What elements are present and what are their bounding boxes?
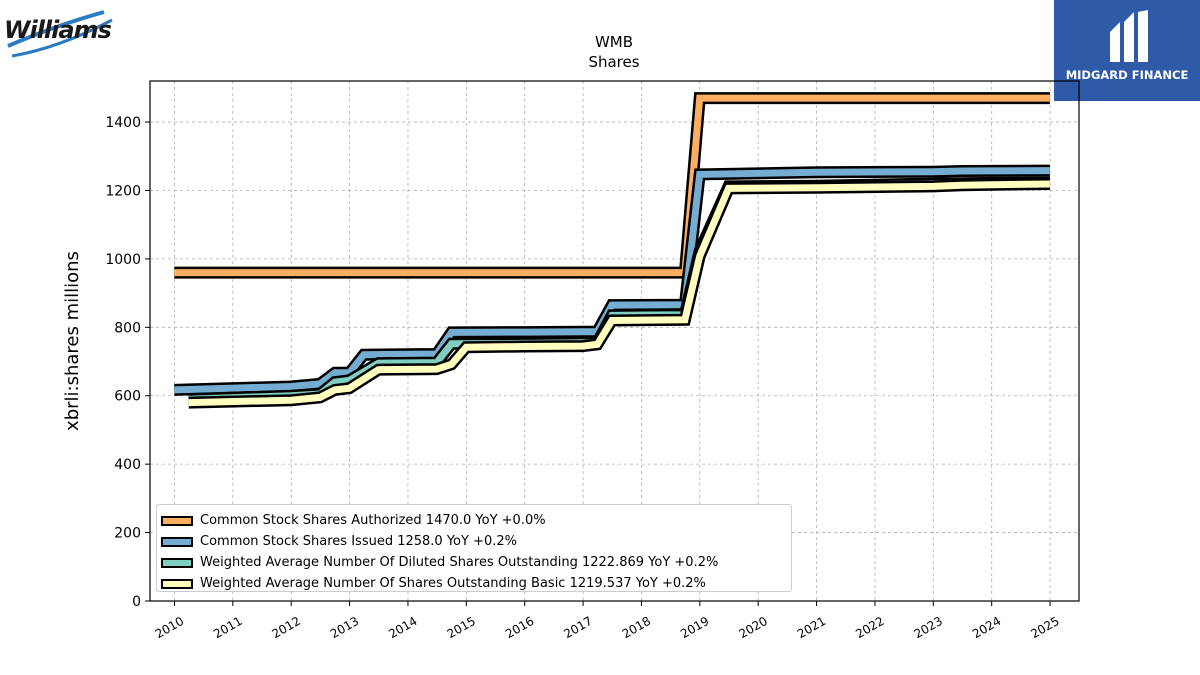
x-tick-label: 2014 xyxy=(386,614,419,641)
logo-swoosh-icon xyxy=(7,10,113,58)
x-tick-label: 2023 xyxy=(912,614,945,641)
williams-logo: Williams xyxy=(4,6,119,64)
y-tick-label: 400 xyxy=(114,457,141,473)
y-tick-label: 800 xyxy=(114,320,141,336)
series-line xyxy=(174,167,1050,394)
chart-subtitle: Shares xyxy=(588,53,640,71)
legend-label: Common Stock Shares Authorized 1470.0 Yo… xyxy=(200,513,546,528)
series-line xyxy=(188,179,1050,403)
legend-item: Common Stock Shares Authorized 1470.0 Yo… xyxy=(157,510,791,531)
x-tick-label: 2021 xyxy=(795,614,828,641)
x-tick-label: 2016 xyxy=(503,614,536,641)
legend-swatch xyxy=(161,515,193,526)
y-tick-label: 600 xyxy=(114,389,141,405)
chart-legend: Common Stock Shares Authorized 1470.0 Yo… xyxy=(156,504,792,592)
x-tick-label: 2022 xyxy=(853,614,886,641)
series-outline xyxy=(174,164,1050,396)
legend-label: Weighted Average Number Of Diluted Share… xyxy=(200,555,719,570)
series-lines xyxy=(174,92,1050,409)
series-line xyxy=(174,94,1050,277)
logo-text: Williams xyxy=(4,16,112,44)
midgard-finance-badge: MIDGARD FINANCE xyxy=(1054,0,1200,101)
x-tick-label: 2011 xyxy=(211,614,244,641)
x-tick-label: 2025 xyxy=(1028,614,1061,641)
x-tick-label: 2019 xyxy=(678,614,711,641)
legend-swatch xyxy=(161,578,193,589)
y-tick-label: 1200 xyxy=(105,183,141,199)
y-tick-label: 200 xyxy=(114,526,141,542)
y-tick-label: 0 xyxy=(132,594,141,610)
chart-title: WMB xyxy=(594,33,634,51)
legend-item: Common Stock Shares Issued 1258.0 YoY +0… xyxy=(157,531,791,552)
x-tick-label: 2018 xyxy=(620,614,653,641)
series-outline xyxy=(188,176,1050,406)
legend-label: Weighted Average Number Of Shares Outsta… xyxy=(200,576,706,591)
midgard-m-icon xyxy=(1110,10,1148,62)
x-tick-label: 2020 xyxy=(736,614,769,641)
series-line xyxy=(188,180,1050,407)
x-tick-label: 2013 xyxy=(328,614,361,641)
legend-swatch xyxy=(161,536,193,547)
x-tick-label: 2024 xyxy=(970,614,1003,641)
series-outline xyxy=(188,178,1050,409)
y-axis-label: xbrli:shares millions xyxy=(62,251,83,431)
legend-label: Common Stock Shares Issued 1258.0 YoY +0… xyxy=(200,534,517,549)
y-tick-label: 1400 xyxy=(105,115,141,131)
x-tick-label: 2012 xyxy=(269,614,302,641)
legend-item: Weighted Average Number Of Shares Outsta… xyxy=(157,573,791,594)
plot-frame xyxy=(149,80,1080,602)
x-tick-label: 2010 xyxy=(153,614,186,641)
x-tick-label: 2015 xyxy=(445,614,478,641)
legend-item: Weighted Average Number Of Diluted Share… xyxy=(157,552,791,573)
badge-text: MIDGARD FINANCE xyxy=(1065,68,1189,82)
y-tick-label: 1000 xyxy=(105,252,141,268)
legend-swatch xyxy=(161,557,193,568)
x-tick-label: 2017 xyxy=(561,614,594,641)
